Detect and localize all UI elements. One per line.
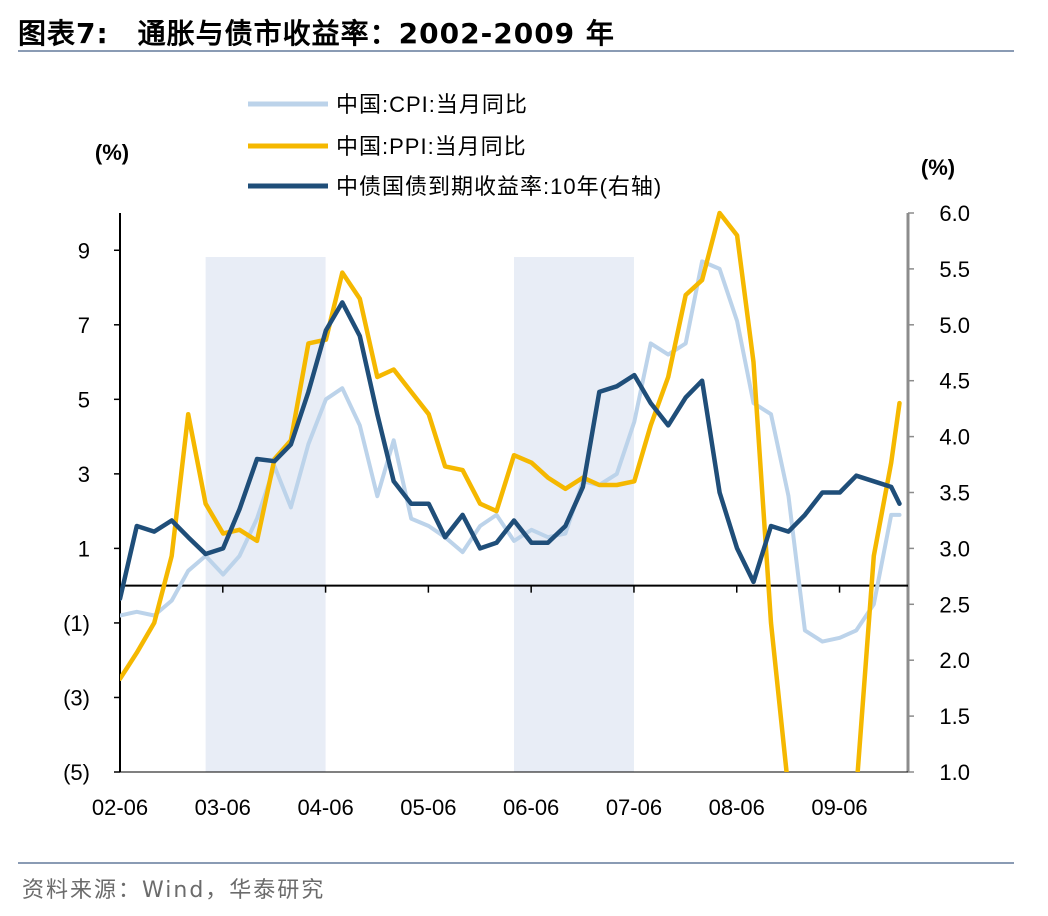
x-tick-label: 04-06: [297, 795, 353, 820]
right-tick-label: 5.5: [939, 257, 970, 282]
left-tick-label: 7: [78, 313, 90, 338]
legend-item-cpi: 中国:CPI:当月同比: [248, 92, 528, 117]
right-tick-label: 2.5: [939, 592, 970, 617]
footer-divider: [18, 862, 1014, 864]
header-divider: [18, 50, 1014, 52]
right-tick-label: 2.0: [939, 648, 970, 673]
right-axis-unit: (%): [921, 155, 955, 180]
left-tick-label: (1): [63, 611, 90, 636]
shaded-periods: [205, 257, 634, 772]
right-tick-label: 6.0: [939, 201, 970, 226]
x-tick-label: 09-06: [811, 795, 867, 820]
right-tick-label: 4.0: [939, 425, 970, 450]
chart: 9 7 5 3 1 (1) (3) (5) 6.0 5.5 5.0 4.5 4.0 3.5 3.0 2.5 2.…: [63, 92, 970, 820]
legend-label: 中国:PPI:当月同比: [336, 134, 527, 159]
series-line-bond-yield: [120, 300, 902, 601]
legend-label: 中国:CPI:当月同比: [336, 92, 528, 117]
left-tick-label: 9: [78, 238, 90, 263]
right-tick-label: 5.0: [939, 313, 970, 338]
right-tick-label: 3.5: [939, 481, 970, 506]
left-tick-label: 5: [78, 387, 90, 412]
x-tick-label: 07-06: [606, 795, 662, 820]
source-note: 资料来源：Wind，华泰研究: [22, 878, 326, 903]
legend-item-bond-yield: 中债国债到期收益率:10年(右轴): [248, 174, 662, 199]
shaded-period-2: [514, 257, 634, 772]
right-tick-label: 1.0: [939, 760, 970, 785]
left-tick-label: 1: [78, 536, 90, 561]
series-line-ppi: [120, 210, 902, 772]
page-title: 图表7: 通胀与债市收益率：2002-2009 年: [18, 17, 615, 50]
x-tick-label: 08-06: [709, 795, 765, 820]
right-tick-label: 1.5: [939, 704, 970, 729]
x-tick-label: 05-06: [400, 795, 456, 820]
series-line-cpi: [120, 259, 902, 644]
right-tick-label: 4.5: [939, 369, 970, 394]
right-tick-label: 3.0: [939, 536, 970, 561]
left-tick-label: (3): [63, 685, 90, 710]
legend-item-ppi: 中国:PPI:当月同比: [248, 134, 527, 159]
x-tick-label: 06-06: [503, 795, 559, 820]
left-tick-label: 3: [78, 462, 90, 487]
x-tick-label: 03-06: [195, 795, 251, 820]
series-lines: [120, 210, 902, 772]
shaded-period-1: [205, 257, 326, 772]
left-tick-label: (5): [63, 760, 90, 785]
x-tick-label: 02-06: [92, 795, 148, 820]
legend-label: 中债国债到期收益率:10年(右轴): [336, 174, 662, 199]
left-axis-unit: (%): [95, 140, 129, 165]
